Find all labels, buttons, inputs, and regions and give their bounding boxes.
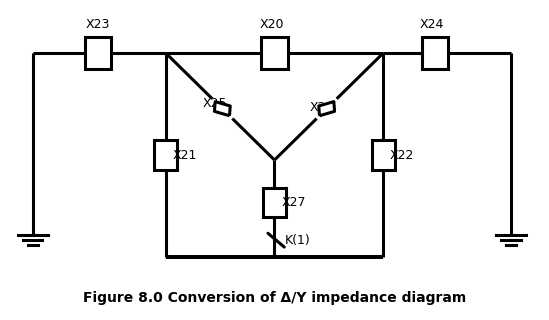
Text: K(1): K(1)	[284, 234, 310, 247]
Text: X24: X24	[420, 18, 444, 31]
Polygon shape	[319, 102, 334, 116]
Bar	[422, 37, 448, 69]
Bar	[372, 140, 395, 170]
Polygon shape	[215, 102, 230, 116]
Bar	[263, 188, 286, 217]
Bar	[85, 37, 111, 69]
Text: X26: X26	[310, 101, 334, 115]
Text: X21: X21	[173, 149, 197, 162]
Text: X27: X27	[282, 196, 306, 209]
Bar	[261, 37, 288, 69]
Text: X22: X22	[389, 149, 413, 162]
Text: X23: X23	[86, 18, 110, 31]
Bar	[154, 140, 177, 170]
Text: X25: X25	[203, 97, 227, 110]
Text: Figure 8.0 Conversion of Δ/Y impedance diagram: Figure 8.0 Conversion of Δ/Y impedance d…	[83, 291, 466, 305]
Text: X20: X20	[260, 18, 284, 31]
